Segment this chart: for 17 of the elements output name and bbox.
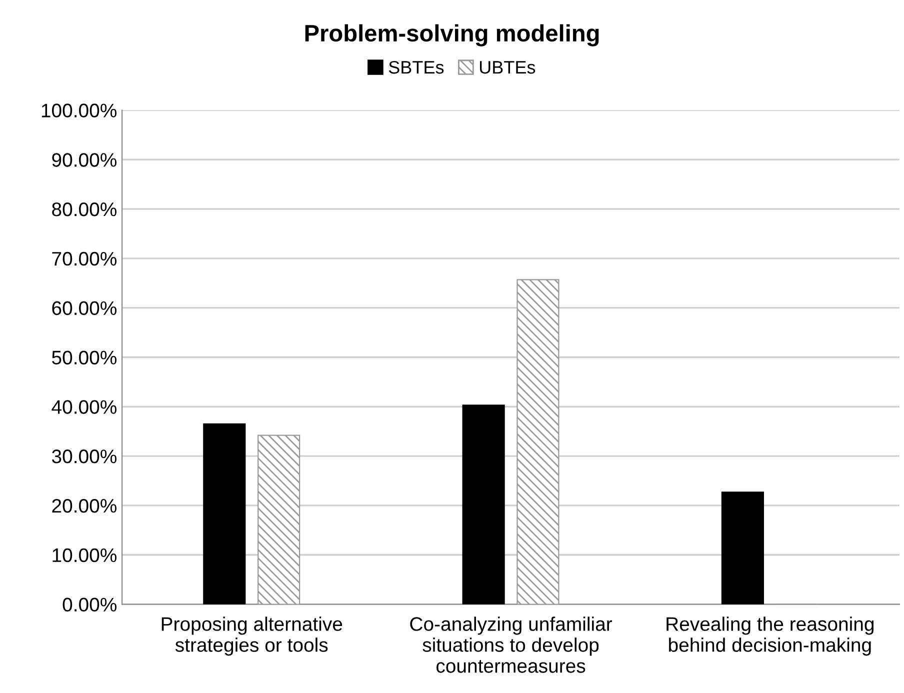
y-tick-label: 60.00% bbox=[52, 301, 116, 316]
legend-label: SBTEs bbox=[388, 60, 444, 74]
x-tick-label: Co-analyzing unfamiliar situations to develop countermeasures bbox=[410, 616, 612, 673]
y-tick-label: 20.00% bbox=[52, 498, 116, 513]
legend-label: UBTEs bbox=[480, 61, 536, 74]
y-tick-label: 0.00% bbox=[62, 598, 116, 612]
chart-title: Problem-solving modeling bbox=[305, 24, 599, 46]
y-tick-label: 50.00% bbox=[52, 350, 116, 364]
y-tick-label: 40.00% bbox=[52, 400, 116, 414]
y-tick-label: 70.00% bbox=[52, 252, 116, 266]
y-tick-label: 30.00% bbox=[52, 450, 116, 464]
y-tick-label: 80.00% bbox=[52, 202, 116, 216]
y-tick-label: 10.00% bbox=[52, 548, 116, 562]
y-tick-label: 100.00% bbox=[42, 104, 116, 118]
x-tick-label: Revealing the reasoning behind decision-making bbox=[666, 616, 874, 656]
x-tick-label: Proposing alternative strategies or tools bbox=[162, 616, 342, 656]
y-tick-label: 90.00% bbox=[52, 153, 116, 167]
